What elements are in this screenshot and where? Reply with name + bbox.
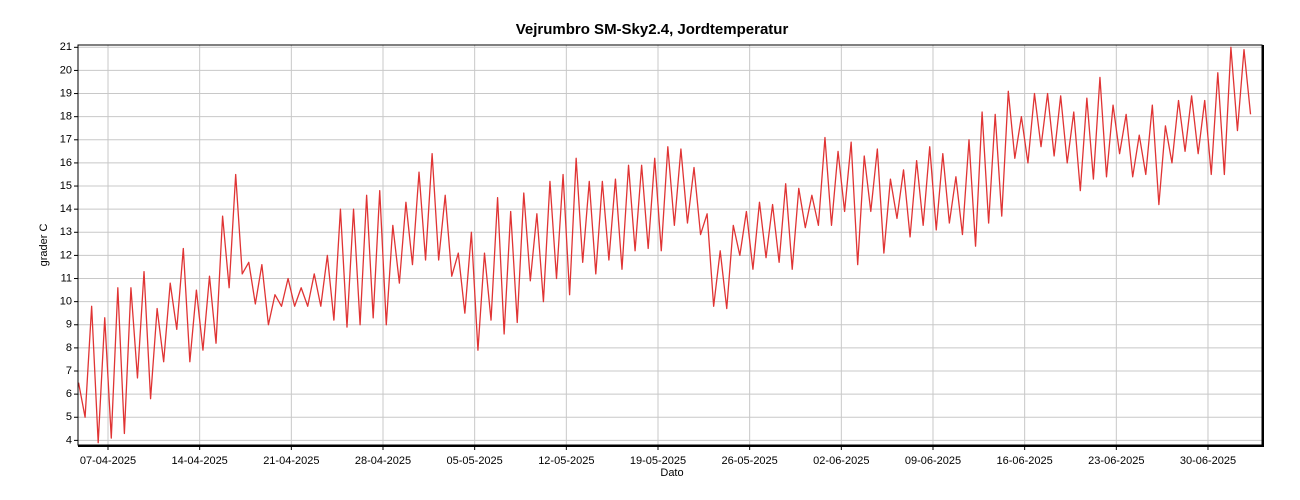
y-tick-label: 13 xyxy=(60,226,72,238)
y-tick-label: 17 xyxy=(60,134,72,146)
x-tick-label: 05-05-2025 xyxy=(447,455,503,467)
y-tick-label: 6 xyxy=(66,388,72,400)
x-tick-label: 26-05-2025 xyxy=(722,455,778,467)
y-tick-label: 8 xyxy=(66,342,72,354)
y-tick-label: 12 xyxy=(60,249,72,261)
chart-title: Vejrumbro SM-Sky2.4, Jordtemperatur xyxy=(516,21,789,38)
y-tick-label: 19 xyxy=(60,87,72,99)
x-tick-label: 19-05-2025 xyxy=(630,455,686,467)
x-tick-label: 02-06-2025 xyxy=(813,455,869,467)
y-tick-label: 10 xyxy=(60,296,72,308)
y-tick-label: 7 xyxy=(66,365,72,377)
x-tick-label: 07-04-2025 xyxy=(80,455,136,467)
temperature-line xyxy=(77,46,1252,444)
y-axis-label: grader C xyxy=(38,224,50,267)
x-tick-label: 12-05-2025 xyxy=(538,455,594,467)
x-tick-label: 14-04-2025 xyxy=(172,455,228,467)
x-tick-label: 23-06-2025 xyxy=(1088,455,1144,467)
y-tick-label: 9 xyxy=(66,319,72,331)
x-tick-label: 16-06-2025 xyxy=(997,455,1053,467)
y-tick-label: 16 xyxy=(60,157,72,169)
y-tick-label: 4 xyxy=(66,434,72,446)
y-tick-label: 5 xyxy=(66,411,72,423)
x-tick-label: 21-04-2025 xyxy=(263,455,319,467)
x-axis-label: Dato xyxy=(660,467,683,479)
x-tick-label: 09-06-2025 xyxy=(905,455,961,467)
y-tick-label: 15 xyxy=(60,180,72,192)
y-tick-label: 21 xyxy=(60,41,72,53)
y-tick-label: 11 xyxy=(61,272,72,284)
y-tick-label: 18 xyxy=(60,111,72,123)
x-tick-label: 30-06-2025 xyxy=(1180,455,1236,467)
x-tick-label: 28-04-2025 xyxy=(355,455,411,467)
y-tick-label: 14 xyxy=(60,203,72,215)
y-tick-label: 20 xyxy=(60,64,72,76)
